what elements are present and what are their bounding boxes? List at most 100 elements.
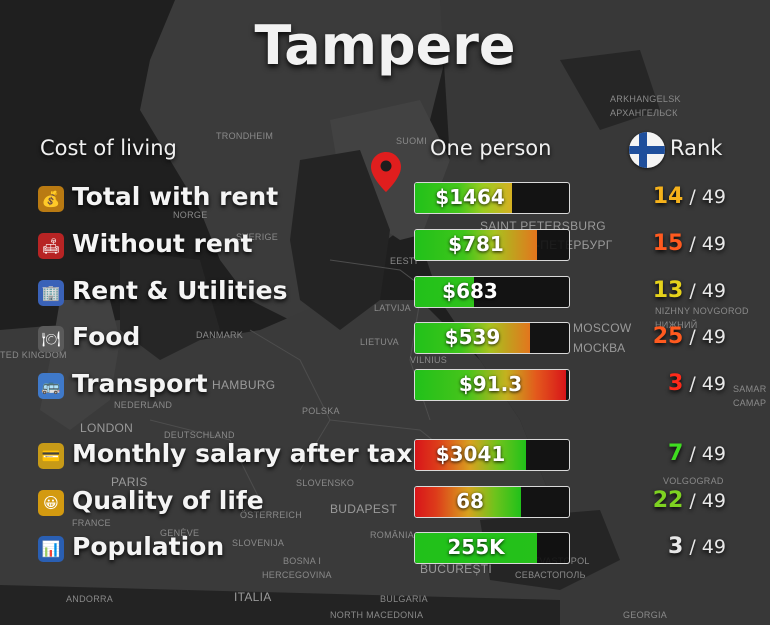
map-place-label: PARIS [111,475,148,489]
russia-land [420,0,770,625]
map-place-label: ÖSTERREICH [240,510,303,520]
money-bag-icon: 💰 [38,186,64,212]
rank-value: 3 / 49 [600,371,726,396]
rank-header: Rank [670,136,723,160]
value-bar: $91.3 [414,369,570,401]
rank-number: 3 [668,534,684,559]
cost-of-living-header: Cost of living [40,136,177,160]
rank-total: / 49 [683,326,726,348]
map-place-label: NORTH MACEDONIA [330,610,424,620]
value-text: $1464 [435,185,505,209]
map-place-label: СЕВАСТОПОЛЬ [515,570,586,580]
value-text: $781 [448,232,504,256]
map-place-label: HERCEGOVINA [262,570,332,580]
map-place-label: SUOMI [396,136,428,146]
value-text: $91.3 [458,372,523,396]
map-place-label: TRONDHEIM [216,131,274,141]
building-icon: 🏢 [38,280,64,306]
north-sea [120,250,220,360]
map-place-label: ITALIA [234,590,272,604]
value-bar-fill [415,323,530,353]
map-place-label: ROMÂNIA [370,530,415,540]
rank-number: 3 [668,371,684,396]
map-place-label: GEORGIA [623,610,668,620]
map-place-label: ANDORRA [66,594,114,604]
rank-value: 7 / 49 [600,441,726,466]
fork-knife-icon: 🍽 [38,326,64,352]
value-text: $683 [442,279,498,303]
rank-value: 3 / 49 [600,534,726,559]
map-place-label: DEUTSCHLAND [164,430,235,440]
row-label: Monthly salary after tax [72,439,413,468]
table-row: 📊 Population 255K 3 / 49 [0,530,770,566]
map-place-label: MOSCOW [573,321,632,335]
row-label: Transport [72,369,208,398]
map-place-label: HAMBURG [212,378,276,392]
value-bar: $539 [414,322,570,354]
row-label: Population [72,532,225,561]
value-text: 255K [447,535,505,559]
rank-number: 25 [652,324,684,349]
map-place-label: НИЖНИЙ [655,320,698,330]
map-place-label: BUDAPEST [330,502,398,516]
rank-total: / 49 [683,536,726,558]
value-bar-fill [415,277,474,307]
map-place-label: SVERIGE [236,232,279,242]
finland-flag-icon [629,132,665,168]
map-place-label: САМАР [733,398,767,408]
bus-icon: 🚌 [38,373,64,399]
credit-card-icon: 💳 [38,443,64,469]
value-text: $3041 [435,442,506,466]
row-label: Food [72,322,141,351]
map-place-label: ARKHANGELSK [610,94,681,104]
value-bar-fill [415,183,512,213]
table-row: 🏢 Rent & Utilities $683 13 / 49 [0,274,770,310]
rank-number: 13 [652,278,684,303]
value-bar: $3041 [414,439,570,471]
map-place-label: VILNIUS [410,355,448,365]
value-text: $539 [444,325,501,349]
map-place-label: EESTI [390,256,418,266]
rank-value: 25 / 49 [600,324,726,349]
map-place-label: LONDON [80,421,134,435]
map-place-label: SLOVENIJA [232,538,285,548]
rank-number: 15 [652,231,684,256]
value-bar: 255K [414,532,570,564]
mediterranean-sea [0,585,560,625]
map-place-label: NIZHNY NOVGOROD [655,306,749,316]
chart-icon: 📊 [38,536,64,562]
value-bar: $781 [414,229,570,261]
map-place-label: TED KINGDOM [0,350,67,360]
map-place-label: FRANCE [72,518,111,528]
row-label: Rent & Utilities [72,276,288,305]
rank-total: / 49 [683,373,726,395]
rank-value: 15 / 49 [600,231,726,256]
row-label: Total with rent [72,182,279,211]
rank-total: / 49 [683,186,726,208]
map-place-label: АРХАНГЕЛЬСК [610,108,678,118]
rank-number: 14 [652,184,684,209]
rank-total: / 49 [683,443,726,465]
table-row: 🚌 Transport $91.3 3 / 49 [0,367,770,403]
map-place-label: NEDERLAND [114,400,173,410]
table-row: 🍽 Food $539 25 / 49 [0,320,770,356]
map-place-label: NORGE [173,210,208,220]
value-bar-fill [415,230,537,260]
map-place-label: МОСКВА [573,341,626,355]
map-place-label: BOSNA I [283,556,322,566]
map-place-label: BUCUREȘTI [420,562,493,576]
value-bar: 68 [414,486,570,518]
table-row: 💳 Monthly salary after tax $3041 7 / 49 [0,437,770,473]
map-place-label: VOLGOGRAD [663,476,724,486]
rank-value: 13 / 49 [600,278,726,303]
location-pin-icon [371,152,401,192]
table-row: 💰 Total with rent $1464 14 / 49 [0,180,770,216]
rank-number: 7 [668,441,684,466]
map-place-label: POLSKA [302,406,340,416]
value-bar-fill [415,440,526,470]
row-label: Without rent [72,229,253,258]
map-place-label: LATVIJA [374,303,411,313]
rank-number: 22 [652,488,684,513]
rank-total: / 49 [683,233,726,255]
table-row: 🛋 Without rent $781 15 / 49 [0,227,770,263]
